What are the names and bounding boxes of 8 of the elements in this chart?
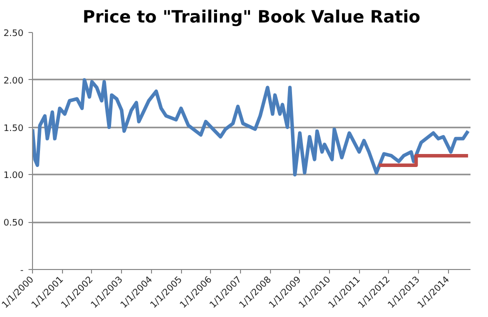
chart-title: Price to "Trailing" Book Value Ratio [82,8,420,28]
line-series [32,78,470,176]
y-tick-label: 2.00 [3,76,24,86]
y-tick-label: 1.00 [3,171,24,182]
y-tick-label: 1.50 [3,124,24,134]
y-tick-label: - [20,266,24,276]
y-tick-label: 0.50 [3,218,24,229]
y-tick-label: 2.50 [3,29,24,39]
